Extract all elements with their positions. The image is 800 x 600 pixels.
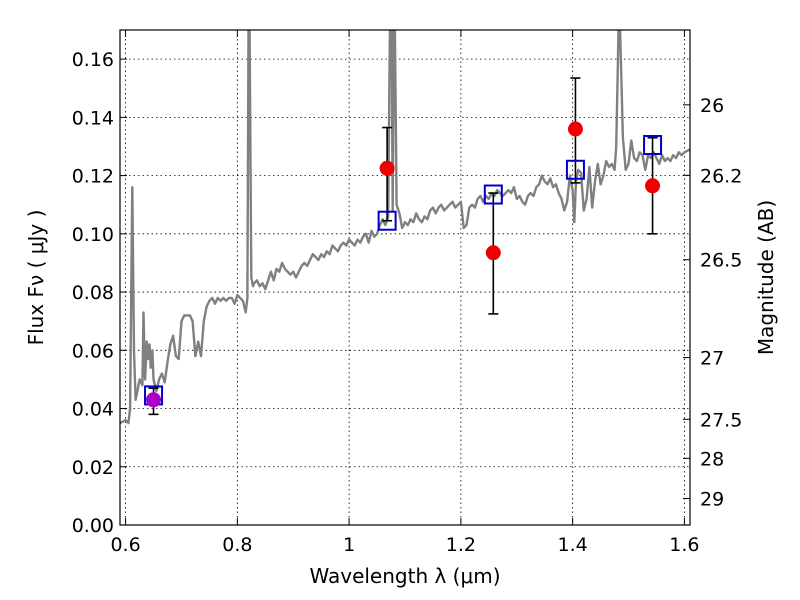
plot-frame — [119, 29, 691, 526]
right-tick-label: 26.2 — [700, 165, 742, 187]
y-axis-label: Flux Fν ( μJy ) — [24, 210, 48, 346]
series-layer — [120, 30, 690, 425]
y-tick-label: 0.10 — [72, 224, 114, 246]
model-square — [483, 184, 503, 205]
right-tick-label: 26.5 — [700, 250, 742, 272]
grid — [120, 30, 690, 526]
spectrum-line — [120, 30, 690, 425]
observed-point — [567, 121, 583, 137]
model-square — [377, 210, 397, 231]
y-tick-label: 0.14 — [72, 107, 114, 129]
right-tick-label: 26 — [700, 95, 724, 117]
y-tick-label: 0.16 — [72, 49, 114, 71]
y-tick-label: 0.00 — [72, 515, 114, 537]
y-tick-label: 0.04 — [72, 399, 114, 421]
axes-layer: 0.6 0.8 1 1.2 1.4 1.6 0.00 0.02 0.04 0.06 0.08 0.10… — [72, 30, 742, 556]
right-tick-label: 28 — [700, 448, 724, 470]
y-tick-label: 0.08 — [72, 282, 114, 304]
right-tick-label: 29 — [700, 489, 724, 511]
x-tick-label: 0.8 — [222, 534, 252, 556]
y-tick-label: 0.06 — [72, 340, 114, 362]
x-tick-label: 1.2 — [446, 534, 476, 556]
model-square — [643, 135, 663, 156]
observed-point — [379, 160, 395, 176]
x-axis-label: Wavelength λ (μm) — [309, 564, 500, 588]
x-tick-label: 0.6 — [110, 534, 140, 556]
y-tick-label: 0.02 — [72, 457, 114, 479]
x-tick-label: 1.6 — [669, 534, 699, 556]
x-tick-label: 1 — [343, 534, 355, 556]
right-tick-label: 27 — [700, 348, 724, 370]
model-square — [565, 159, 585, 180]
observed-point — [485, 245, 501, 261]
observed-point — [146, 392, 162, 408]
right-axis-label: Magnitude (AB) — [754, 200, 778, 355]
observed-point — [645, 178, 661, 194]
x-tick-label: 1.4 — [558, 534, 588, 556]
y-tick-label: 0.12 — [72, 166, 114, 188]
right-tick-label: 27.5 — [700, 409, 742, 431]
